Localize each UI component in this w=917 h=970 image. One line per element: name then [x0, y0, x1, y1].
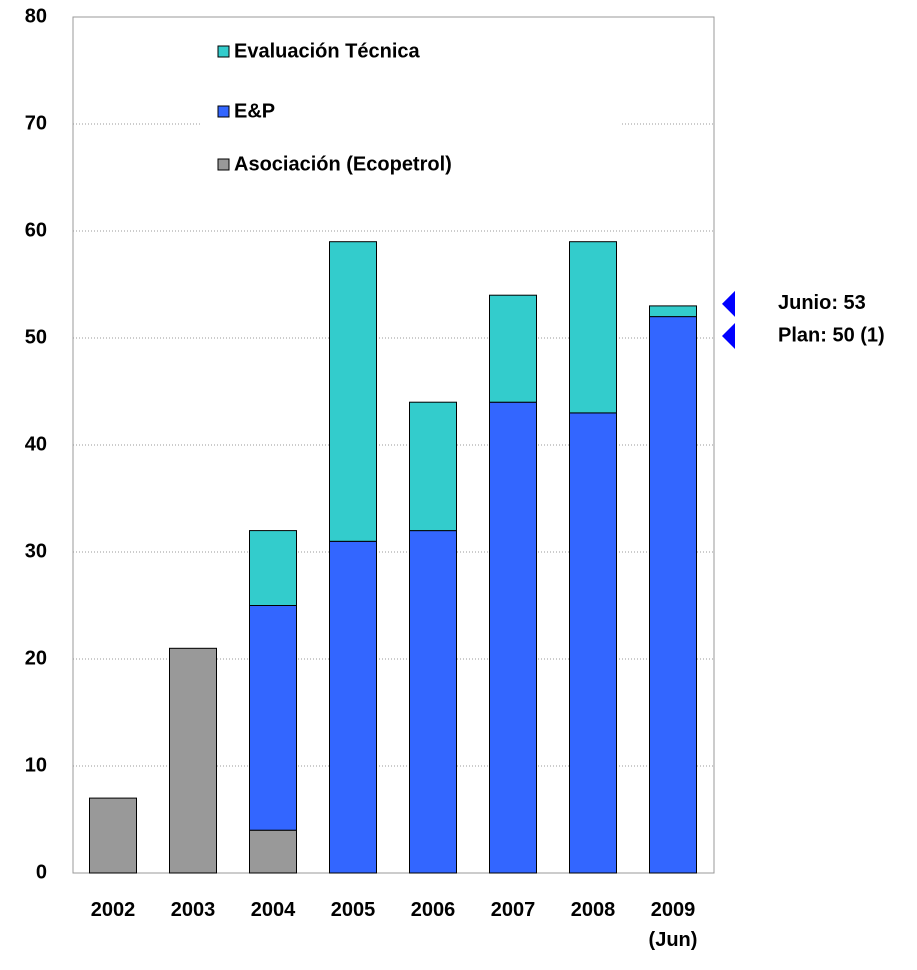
bar-segment — [649, 316, 697, 874]
x-tick-label: 2005 — [330, 899, 376, 921]
x-tick-label: 2003 — [170, 899, 216, 921]
y-tick-label: 40 — [25, 433, 47, 455]
y-tick-label: 70 — [25, 112, 47, 134]
bar-segment — [569, 241, 617, 414]
legend-swatch — [217, 45, 230, 58]
legend-label: Asociación (Ecopetrol) — [234, 153, 452, 175]
plot-border — [72, 16, 715, 874]
bar-segment — [489, 294, 537, 403]
bar-segment — [649, 305, 697, 318]
bar-segment — [249, 530, 297, 606]
annotation-label: Junio: 53 — [778, 292, 866, 314]
y-tick-label: 10 — [25, 754, 47, 776]
bar-segment — [409, 401, 457, 532]
bar-segment — [569, 412, 617, 874]
y-tick-label: 30 — [25, 540, 47, 562]
bar-segment — [169, 647, 217, 874]
y-tick-label: 0 — [36, 861, 47, 883]
legend-swatch — [217, 105, 230, 118]
annotation-label: Plan: 50 (1) — [778, 324, 885, 346]
y-tick-label: 50 — [25, 326, 47, 348]
bar-segment — [89, 797, 137, 874]
legend-label: E&P — [234, 100, 275, 122]
x-tick-label: 2002 — [90, 899, 136, 921]
bar-segment — [489, 401, 537, 874]
x-tick-label: 2006 — [410, 899, 456, 921]
legend-label: Evaluación Técnica — [234, 40, 421, 62]
y-tick-label: 80 — [25, 5, 47, 27]
legend-bg — [200, 32, 620, 192]
x-tick-label: 2007 — [490, 899, 536, 921]
y-tick-label: 60 — [25, 219, 47, 241]
bar-segment — [409, 530, 457, 874]
legend-swatch — [217, 158, 230, 171]
annotation-arrow — [722, 323, 735, 349]
y-tick-label: 20 — [25, 647, 47, 669]
annotation-arrow — [722, 290, 735, 317]
bar-segment — [249, 605, 297, 831]
x-tick-label: 2008 — [570, 899, 616, 921]
x-tick-label: 2009 (Jun) — [648, 899, 698, 951]
x-tick-label: 2004 — [250, 899, 296, 921]
bar-segment — [329, 540, 377, 874]
bar-segment — [329, 241, 377, 542]
bar-segment — [249, 829, 297, 874]
